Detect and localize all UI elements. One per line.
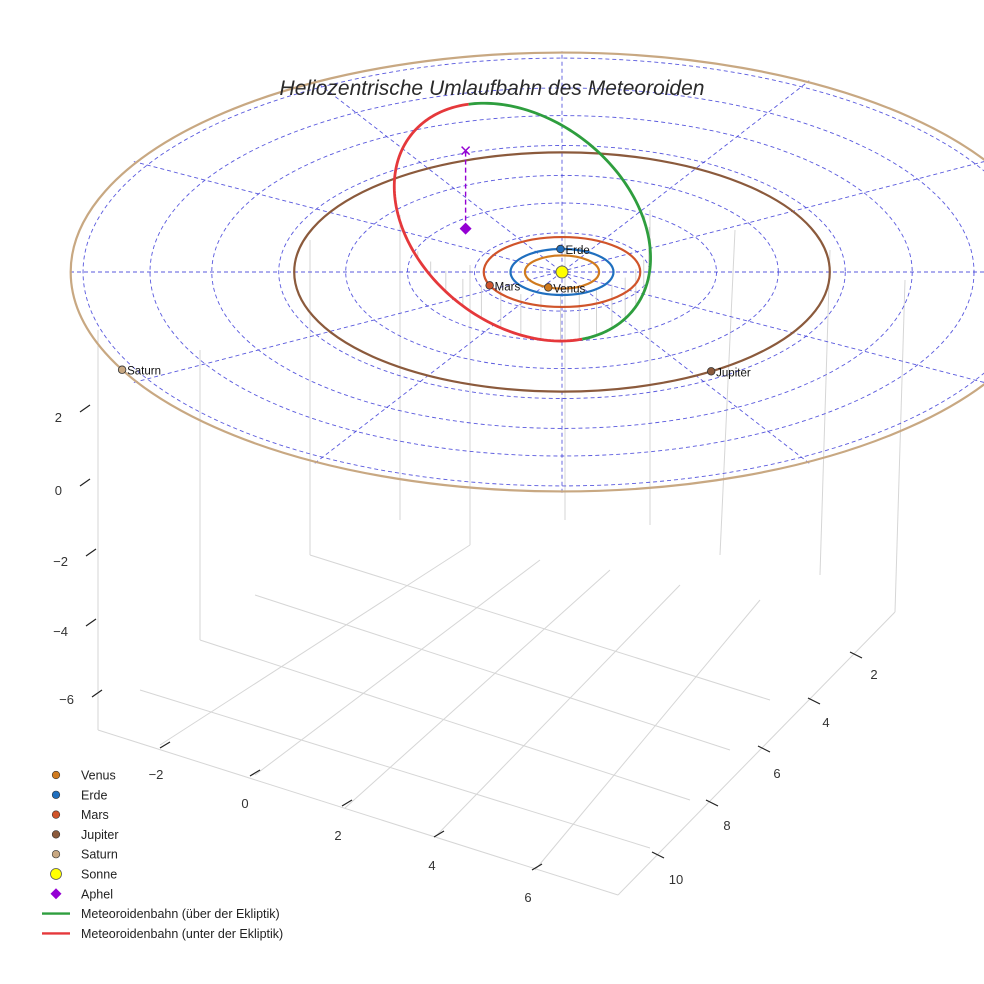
- legend-label-venus: Venus: [81, 769, 116, 783]
- legend-marker-saturn: [51, 850, 61, 859]
- z-tick-label: 2: [55, 410, 62, 425]
- x-tick-label: 4: [428, 858, 435, 873]
- legend-marker-erde: [51, 790, 61, 799]
- planet-label-mars: Mars: [495, 281, 521, 293]
- grid-circle: [278, 145, 846, 399]
- y-axis-ticks: 2 4 6 8 10: [669, 667, 878, 887]
- meteoroid-orbit: [392, 101, 652, 343]
- legend-marker-venus: [51, 770, 61, 780]
- legend-label-aphel: Aphel: [81, 887, 113, 901]
- axis-floor-front-right: [617, 611, 896, 896]
- planet-label-saturn: Saturn: [127, 366, 161, 378]
- legend-marker-aphel: [50, 888, 62, 900]
- planet-label-venus: Venus: [553, 283, 585, 295]
- grid-circle: [82, 57, 984, 487]
- legend-label-saturn: Saturn: [81, 848, 118, 862]
- y-tick-label: 6: [773, 766, 780, 781]
- legend-label-above: Meteoroidenbahn (über der Ekliptik): [81, 907, 280, 921]
- x-tick-label: 0: [241, 796, 248, 811]
- aphel-marker: [459, 222, 472, 235]
- orbit-jupiter: [293, 151, 831, 393]
- chart-title: Heliozentrische Umlaufbahn des Meteoroid…: [280, 77, 705, 100]
- x-tick-label: 2: [334, 828, 341, 843]
- z-axis-ticks: 2 0 −2 −4 −6: [53, 410, 74, 707]
- planet-label-erde: Erde: [565, 245, 589, 257]
- x-tick-label: −2: [149, 767, 164, 782]
- orbit-venus: [523, 254, 601, 290]
- legend-marker-mars: [51, 810, 61, 819]
- x-tick-label: 6: [524, 890, 531, 905]
- axis-vertical-right: [894, 279, 906, 613]
- orbit-saturn: [69, 51, 984, 493]
- planet-marker-jupiter: [706, 367, 716, 376]
- legend-label-mars: Mars: [81, 808, 109, 822]
- legend-marker-sonne: [50, 868, 62, 880]
- y-tick-label: 10: [669, 872, 683, 887]
- axis-floor-front-left: [97, 729, 619, 896]
- axis-ticks: [79, 404, 863, 871]
- orbit-mars: [482, 235, 642, 309]
- aphel-projection-marker: [461, 146, 471, 156]
- z-tick-label: −4: [53, 624, 68, 639]
- y-tick-label: 8: [723, 818, 730, 833]
- legend-label-sonne: Sonne: [81, 868, 117, 882]
- orbit-below-ecliptic: [392, 102, 580, 343]
- grid-radial-line: [133, 161, 984, 383]
- orbit-below-ecliptic: [578, 337, 583, 342]
- planet-marker-mars: [485, 281, 494, 290]
- planet-label-jupiter: Jupiter: [716, 367, 751, 379]
- orbit-above-ecliptic: [468, 101, 652, 341]
- grid-radial-line: [314, 80, 810, 464]
- planet-marker-erde: [556, 244, 565, 254]
- z-tick-label: −2: [53, 554, 68, 569]
- sun-marker: [555, 265, 569, 279]
- z-tick-label: 0: [55, 483, 62, 498]
- grid-radial-line: [133, 161, 984, 383]
- legend: Venus Erde Mars Jupiter Saturn Sonne Aphel Mete…: [42, 769, 283, 941]
- y-tick-label: 2: [870, 667, 877, 682]
- legend-label-erde: Erde: [81, 788, 107, 802]
- grid-radial-line: [314, 80, 810, 464]
- z-tick-label: −6: [59, 692, 74, 707]
- legend-label-jupiter: Jupiter: [81, 828, 119, 842]
- x-axis-ticks: −2 0 2 4 6: [149, 767, 532, 905]
- legend-marker-jupiter: [51, 830, 61, 839]
- planet-marker-venus: [544, 283, 553, 292]
- planet-marker-saturn: [117, 365, 127, 374]
- y-tick-label: 4: [822, 715, 829, 730]
- celestial-bodies: Venus Erde Mars Jupiter Saturn: [117, 146, 751, 379]
- axes-box: [97, 210, 906, 896]
- legend-label-below: Meteoroidenbahn (unter der Ekliptik): [81, 927, 283, 941]
